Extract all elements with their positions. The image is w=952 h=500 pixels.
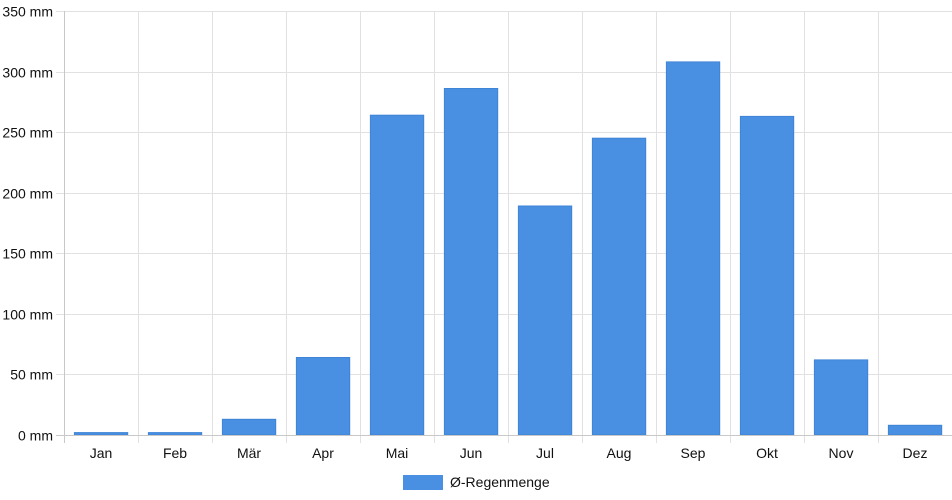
y-tick-label: 250 mm: [2, 125, 53, 141]
y-tick-label: 150 mm: [2, 246, 53, 262]
y-tick-label: 50 mm: [10, 367, 53, 383]
y-tick-label: 200 mm: [2, 186, 53, 202]
bar-jun[interactable]: [443, 88, 499, 436]
x-tick-label: Aug: [607, 445, 632, 461]
x-tick-label: Nov: [829, 445, 854, 461]
y-axis-tick-labels: 0 mm 50 mm 100 mm 150 mm 200 mm 250 mm 300 mm 3…: [2, 4, 53, 444]
y-tick-label: 100 mm: [2, 307, 53, 323]
x-tick-label: Sep: [681, 445, 706, 461]
bars: [73, 61, 943, 436]
gridlines: [56, 11, 952, 443]
legend[interactable]: Ø-Regenmenge: [403, 474, 550, 490]
x-tick-label: Apr: [312, 445, 334, 461]
x-tick-label: Dez: [903, 445, 928, 461]
x-tick-label: Jun: [460, 445, 483, 461]
x-tick-label: Jul: [536, 445, 554, 461]
x-tick-label: Mai: [386, 445, 409, 461]
bar-jul[interactable]: [517, 205, 573, 436]
y-tick-label: 0 mm: [18, 428, 53, 444]
bar-nov[interactable]: [813, 359, 869, 436]
bar-jan[interactable]: [73, 432, 129, 436]
legend-label[interactable]: Ø-Regenmenge: [450, 474, 550, 490]
y-tick-label: 350 mm: [2, 4, 53, 20]
bar-feb[interactable]: [147, 432, 203, 436]
legend-swatch[interactable]: [403, 475, 443, 490]
bar-sep[interactable]: [665, 61, 721, 436]
x-tick-label: Jan: [90, 445, 113, 461]
bar-apr[interactable]: [295, 357, 351, 436]
axes: [56, 11, 952, 443]
bar-dez[interactable]: [887, 424, 943, 436]
y-tick-label: 300 mm: [2, 65, 53, 81]
x-tick-label: Mär: [237, 445, 261, 461]
x-tick-label: Feb: [163, 445, 187, 461]
bar-mär[interactable]: [221, 418, 277, 436]
bar-okt[interactable]: [739, 115, 795, 436]
x-tick-label: Okt: [756, 445, 778, 461]
x-axis-tick-labels: Jan Feb Mär Apr Mai Jun Jul Aug Sep Okt Nov Dez: [90, 445, 928, 461]
bar-aug[interactable]: [591, 137, 647, 436]
bar-mai[interactable]: [369, 114, 425, 436]
